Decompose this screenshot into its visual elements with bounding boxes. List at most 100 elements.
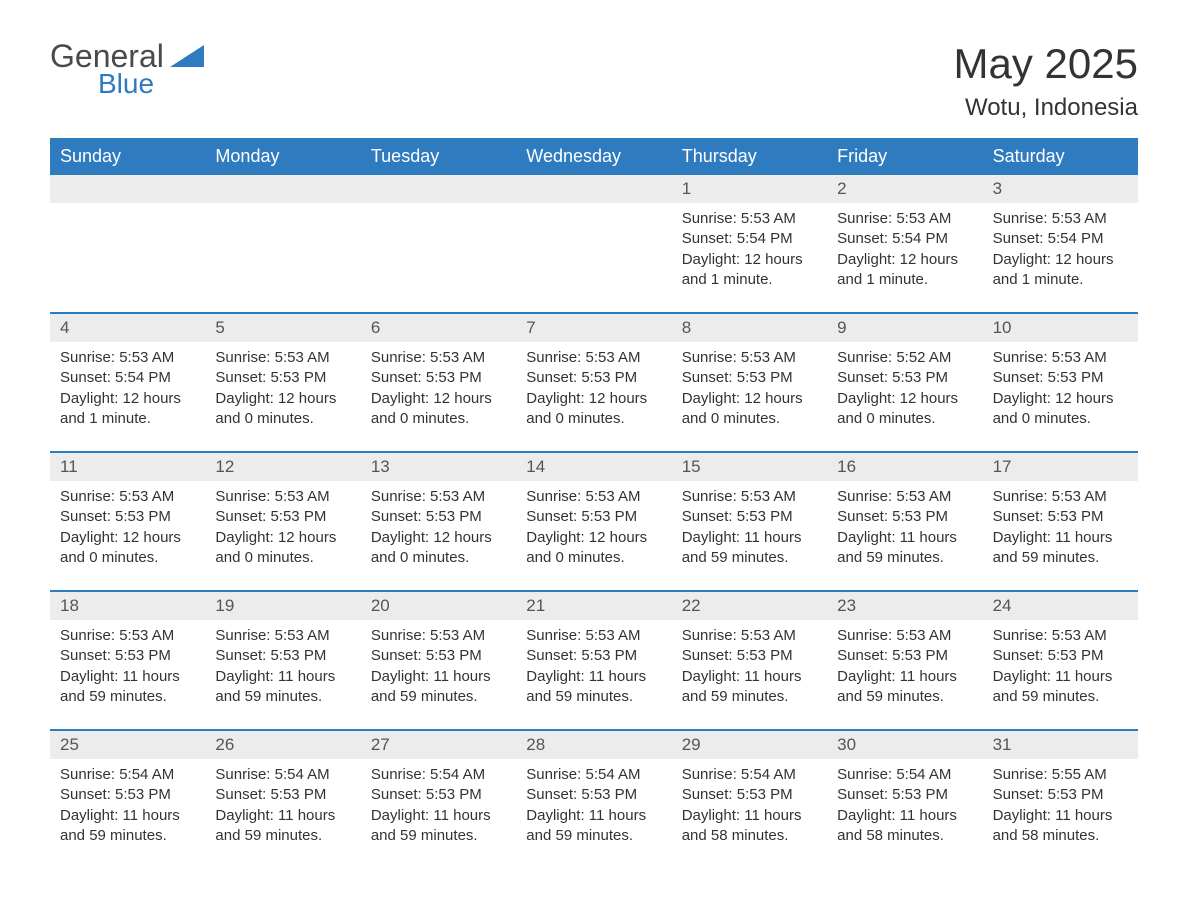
sunset-text: Sunset: 5:53 PM <box>60 507 195 527</box>
sunrise-text: Sunrise: 5:55 AM <box>993 765 1128 785</box>
sunset-text: Sunset: 5:53 PM <box>993 785 1128 805</box>
calendar-cell: 4Sunrise: 5:53 AMSunset: 5:54 PMDaylight… <box>50 314 205 439</box>
day-details: Sunrise: 5:53 AMSunset: 5:53 PMDaylight:… <box>983 481 1138 578</box>
sunset-text: Sunset: 5:53 PM <box>993 368 1128 388</box>
sunset-text: Sunset: 5:53 PM <box>682 368 817 388</box>
calendar: Sunday Monday Tuesday Wednesday Thursday… <box>50 138 1138 856</box>
sunset-text: Sunset: 5:53 PM <box>526 368 661 388</box>
sunrise-text: Sunrise: 5:53 AM <box>837 626 972 646</box>
day-details: Sunrise: 5:53 AMSunset: 5:53 PMDaylight:… <box>50 481 205 578</box>
day-number <box>50 175 205 203</box>
day-details: Sunrise: 5:53 AMSunset: 5:54 PMDaylight:… <box>827 203 982 300</box>
day-number: 21 <box>516 592 671 620</box>
daylight-text: Daylight: 12 hours and 1 minute. <box>60 389 195 430</box>
sunset-text: Sunset: 5:53 PM <box>837 785 972 805</box>
day-number: 30 <box>827 731 982 759</box>
day-number: 24 <box>983 592 1138 620</box>
day-number: 31 <box>983 731 1138 759</box>
calendar-cell: 25Sunrise: 5:54 AMSunset: 5:53 PMDayligh… <box>50 731 205 856</box>
calendar-cell: 24Sunrise: 5:53 AMSunset: 5:53 PMDayligh… <box>983 592 1138 717</box>
week-row: 18Sunrise: 5:53 AMSunset: 5:53 PMDayligh… <box>50 590 1138 717</box>
calendar-cell: 16Sunrise: 5:53 AMSunset: 5:53 PMDayligh… <box>827 453 982 578</box>
sunset-text: Sunset: 5:53 PM <box>682 507 817 527</box>
sunrise-text: Sunrise: 5:53 AM <box>682 209 817 229</box>
sunrise-text: Sunrise: 5:53 AM <box>682 487 817 507</box>
page-title: May 2025 <box>954 40 1138 88</box>
sunrise-text: Sunrise: 5:53 AM <box>215 626 350 646</box>
week-row: 25Sunrise: 5:54 AMSunset: 5:53 PMDayligh… <box>50 729 1138 856</box>
calendar-cell: 28Sunrise: 5:54 AMSunset: 5:53 PMDayligh… <box>516 731 671 856</box>
sunrise-text: Sunrise: 5:52 AM <box>837 348 972 368</box>
day-details: Sunrise: 5:53 AMSunset: 5:53 PMDaylight:… <box>361 481 516 578</box>
day-details: Sunrise: 5:54 AMSunset: 5:53 PMDaylight:… <box>516 759 671 856</box>
daylight-text: Daylight: 12 hours and 1 minute. <box>993 250 1128 291</box>
title-block: May 2025 Wotu, Indonesia <box>954 40 1138 122</box>
daylight-text: Daylight: 11 hours and 59 minutes. <box>837 528 972 569</box>
day-header-mon: Monday <box>205 138 360 175</box>
sunset-text: Sunset: 5:54 PM <box>837 229 972 249</box>
sunrise-text: Sunrise: 5:53 AM <box>60 487 195 507</box>
sunrise-text: Sunrise: 5:53 AM <box>526 348 661 368</box>
daylight-text: Daylight: 12 hours and 0 minutes. <box>526 389 661 430</box>
day-details: Sunrise: 5:53 AMSunset: 5:54 PMDaylight:… <box>672 203 827 300</box>
calendar-cell: 13Sunrise: 5:53 AMSunset: 5:53 PMDayligh… <box>361 453 516 578</box>
day-number: 23 <box>827 592 982 620</box>
day-details: Sunrise: 5:53 AMSunset: 5:53 PMDaylight:… <box>983 342 1138 439</box>
day-number: 22 <box>672 592 827 620</box>
sunrise-text: Sunrise: 5:53 AM <box>993 209 1128 229</box>
sunset-text: Sunset: 5:53 PM <box>371 646 506 666</box>
day-number: 16 <box>827 453 982 481</box>
sunset-text: Sunset: 5:53 PM <box>682 646 817 666</box>
daylight-text: Daylight: 12 hours and 0 minutes. <box>682 389 817 430</box>
day-number: 9 <box>827 314 982 342</box>
daylight-text: Daylight: 11 hours and 59 minutes. <box>371 806 506 847</box>
daylight-text: Daylight: 12 hours and 0 minutes. <box>526 528 661 569</box>
sunrise-text: Sunrise: 5:54 AM <box>682 765 817 785</box>
calendar-cell <box>361 175 516 300</box>
sunset-text: Sunset: 5:53 PM <box>371 368 506 388</box>
day-number: 14 <box>516 453 671 481</box>
day-number: 25 <box>50 731 205 759</box>
calendar-cell: 30Sunrise: 5:54 AMSunset: 5:53 PMDayligh… <box>827 731 982 856</box>
daylight-text: Daylight: 11 hours and 59 minutes. <box>682 667 817 708</box>
sunrise-text: Sunrise: 5:53 AM <box>682 626 817 646</box>
sunrise-text: Sunrise: 5:53 AM <box>215 487 350 507</box>
day-number: 28 <box>516 731 671 759</box>
day-number: 26 <box>205 731 360 759</box>
calendar-cell: 14Sunrise: 5:53 AMSunset: 5:53 PMDayligh… <box>516 453 671 578</box>
day-details: Sunrise: 5:54 AMSunset: 5:53 PMDaylight:… <box>827 759 982 856</box>
sunrise-text: Sunrise: 5:53 AM <box>993 487 1128 507</box>
sunrise-text: Sunrise: 5:53 AM <box>60 626 195 646</box>
daylight-text: Daylight: 11 hours and 58 minutes. <box>682 806 817 847</box>
daylight-text: Daylight: 11 hours and 58 minutes. <box>837 806 972 847</box>
day-number <box>205 175 360 203</box>
sunset-text: Sunset: 5:53 PM <box>60 785 195 805</box>
logo-triangle-icon <box>170 45 204 72</box>
daylight-text: Daylight: 11 hours and 59 minutes. <box>371 667 506 708</box>
calendar-cell: 11Sunrise: 5:53 AMSunset: 5:53 PMDayligh… <box>50 453 205 578</box>
day-number: 12 <box>205 453 360 481</box>
sunset-text: Sunset: 5:53 PM <box>215 646 350 666</box>
day-details: Sunrise: 5:53 AMSunset: 5:53 PMDaylight:… <box>361 620 516 717</box>
calendar-cell <box>516 175 671 300</box>
day-details: Sunrise: 5:55 AMSunset: 5:53 PMDaylight:… <box>983 759 1138 856</box>
calendar-cell: 3Sunrise: 5:53 AMSunset: 5:54 PMDaylight… <box>983 175 1138 300</box>
day-details: Sunrise: 5:53 AMSunset: 5:53 PMDaylight:… <box>205 620 360 717</box>
calendar-cell: 21Sunrise: 5:53 AMSunset: 5:53 PMDayligh… <box>516 592 671 717</box>
daylight-text: Daylight: 11 hours and 58 minutes. <box>993 806 1128 847</box>
day-details: Sunrise: 5:54 AMSunset: 5:53 PMDaylight:… <box>672 759 827 856</box>
day-details: Sunrise: 5:53 AMSunset: 5:53 PMDaylight:… <box>672 620 827 717</box>
day-number: 10 <box>983 314 1138 342</box>
calendar-cell: 22Sunrise: 5:53 AMSunset: 5:53 PMDayligh… <box>672 592 827 717</box>
day-number: 29 <box>672 731 827 759</box>
daylight-text: Daylight: 12 hours and 0 minutes. <box>371 528 506 569</box>
sunrise-text: Sunrise: 5:53 AM <box>60 348 195 368</box>
sunrise-text: Sunrise: 5:53 AM <box>837 209 972 229</box>
week-row: 11Sunrise: 5:53 AMSunset: 5:53 PMDayligh… <box>50 451 1138 578</box>
day-number: 7 <box>516 314 671 342</box>
logo-text-blue: Blue <box>98 68 204 100</box>
sunset-text: Sunset: 5:53 PM <box>837 368 972 388</box>
day-details: Sunrise: 5:53 AMSunset: 5:53 PMDaylight:… <box>205 342 360 439</box>
sunset-text: Sunset: 5:53 PM <box>526 785 661 805</box>
day-number: 18 <box>50 592 205 620</box>
